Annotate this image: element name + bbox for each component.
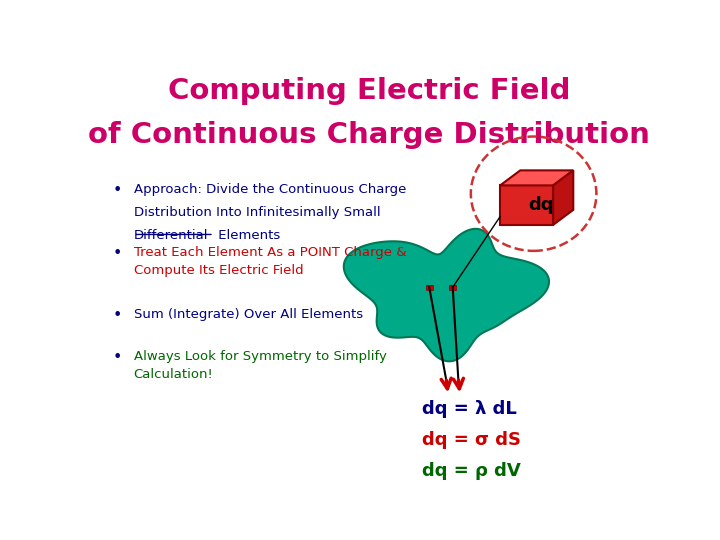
Text: Differential: Differential <box>133 229 208 242</box>
Polygon shape <box>343 229 549 361</box>
Text: •: • <box>112 183 122 198</box>
Polygon shape <box>553 171 573 225</box>
Text: Computing Electric Field: Computing Electric Field <box>168 77 570 105</box>
Text: Sum (Integrate) Over All Elements: Sum (Integrate) Over All Elements <box>133 308 363 321</box>
Text: dq = ρ dV: dq = ρ dV <box>422 462 521 480</box>
Text: dq = σ dS: dq = σ dS <box>422 431 521 449</box>
Bar <box>449 285 456 290</box>
Text: •: • <box>112 349 122 364</box>
Text: dq: dq <box>528 196 554 214</box>
Text: of Continuous Charge Distribution: of Continuous Charge Distribution <box>88 121 650 149</box>
Polygon shape <box>500 185 553 225</box>
Bar <box>426 285 433 290</box>
Text: Elements: Elements <box>215 229 281 242</box>
Text: Always Look for Symmetry to Simplify
Calculation!: Always Look for Symmetry to Simplify Cal… <box>133 349 387 381</box>
Text: dq = λ dL: dq = λ dL <box>422 400 517 417</box>
Text: Distribution Into Infinitesimally Small: Distribution Into Infinitesimally Small <box>133 206 380 219</box>
Text: •: • <box>112 246 122 261</box>
Polygon shape <box>500 171 573 185</box>
Text: •: • <box>112 308 122 323</box>
Text: Approach: Divide the Continuous Charge: Approach: Divide the Continuous Charge <box>133 183 406 197</box>
Text: Treat Each Element As a POINT Charge &
Compute Its Electric Field: Treat Each Element As a POINT Charge & C… <box>133 246 406 277</box>
